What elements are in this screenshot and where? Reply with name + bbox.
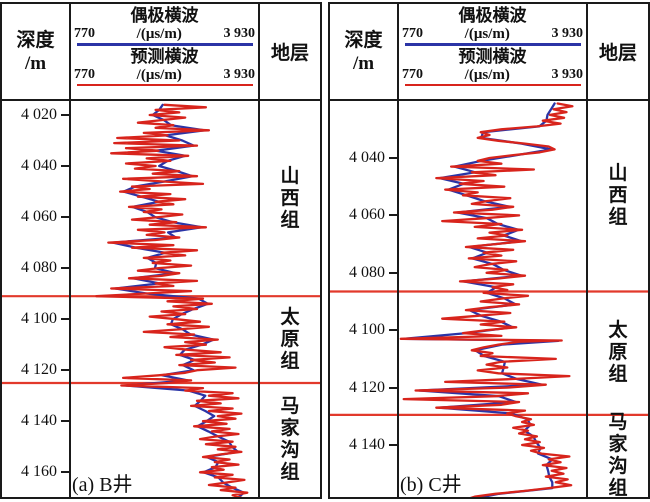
log-panel-well-c: 深度 /m 偶极横波 770 /(μs/m) 3 930 预测横波 770 /(…: [328, 2, 650, 499]
depth-tick-label: 4 120: [21, 361, 57, 379]
dipole-curve-title: 偶极横波: [458, 6, 527, 25]
curve-predicted: [95, 103, 249, 497]
depth-tick-mark: [61, 369, 69, 372]
depth-tick-label: 4 140: [349, 436, 385, 453]
depth-tick-label: 4 040: [349, 149, 385, 166]
dipole-curve-title: 偶极横波: [130, 6, 199, 25]
scale-unit: /(μs/m): [464, 26, 510, 42]
predicted-curve-scale: 770 /(μs/m) 3 930: [71, 67, 258, 83]
log-track-plot: [2, 103, 320, 497]
depth-tick-mark: [61, 216, 69, 219]
scale-max: 3 930: [223, 66, 255, 82]
formation-label: 马 家 沟 组: [280, 395, 300, 483]
strata-column-header: 地层: [598, 43, 637, 64]
depth-tick-label: 4 060: [21, 208, 57, 226]
scale-min: 770: [74, 66, 95, 82]
dipole-curve-legend-line: [76, 43, 253, 46]
depth-track-divider: [69, 4, 71, 497]
formation-label: 太 原 组: [280, 306, 300, 372]
depth-axis-unit: /m: [352, 52, 375, 74]
depth-tick-mark: [61, 420, 69, 423]
depth-tick-label: 4 100: [349, 321, 385, 339]
scale-min: 770: [74, 26, 95, 41]
predicted-curve-title: 预测横波: [458, 46, 527, 66]
track-strata-divider: [258, 4, 260, 497]
depth-tick-mark: [389, 329, 397, 332]
log-panel-well-b: 深度 /m 偶极横波 770 /(μs/m) 3 930 预测横波 770 /(…: [0, 2, 322, 499]
depth-tick-label: 4 080: [349, 263, 385, 281]
depth-tick-mark: [61, 471, 69, 474]
depth-axis-unit: /m: [24, 52, 47, 74]
depth-tick-mark: [389, 444, 397, 446]
dipole-curve-legend-line: [404, 43, 581, 46]
header-divider: [2, 99, 320, 101]
depth-tick-mark: [61, 165, 69, 168]
depth-tick-label: 4 120: [349, 378, 385, 396]
depth-tick-label: 4 100: [21, 310, 57, 328]
depth-tick-label: 4 140: [21, 412, 57, 430]
scale-max: 3 930: [223, 26, 255, 41]
scale-max: 3 930: [551, 66, 583, 82]
track-header: 偶极横波 770 /(μs/m) 3 930 预测横波 770 /(μs/m) …: [71, 4, 258, 99]
depth-tick-mark: [389, 271, 397, 274]
depth-tick-mark: [389, 386, 397, 389]
scale-max: 3 930: [551, 26, 583, 41]
strata-column-header: 地层: [270, 43, 309, 64]
depth-axis-header: 深度 /m: [330, 4, 397, 99]
formation-label: 山 西 组: [280, 165, 300, 231]
formation-label: 山 西 组: [608, 163, 628, 229]
scale-min: 770: [402, 26, 423, 41]
panel-caption: (b) C井: [400, 474, 462, 496]
scale-min: 770: [402, 66, 423, 82]
dipole-curve-scale: 770 /(μs/m) 3 930: [399, 26, 586, 42]
predicted-curve-legend-line: [404, 83, 581, 86]
predicted-curve-title: 预测横波: [130, 46, 199, 66]
header-divider: [330, 99, 648, 101]
depth-tick-mark: [61, 114, 69, 116]
depth-tick-mark: [61, 318, 69, 321]
depth-axis-title: 深度: [16, 29, 55, 51]
log-body: 4 040 4 060 4 080 4 100 4 120 4 140 山 西 组太 原 组…: [330, 101, 648, 497]
depth-tick-label: 4 080: [21, 259, 57, 277]
dipole-curve-scale: 770 /(μs/m) 3 930: [71, 26, 258, 42]
depth-axis-header: 深度 /m: [2, 4, 69, 99]
depth-tick-label: 4 020: [21, 106, 57, 123]
depth-track-divider: [397, 4, 399, 497]
panel-caption: (a) B井: [72, 474, 133, 496]
depth-tick-mark: [389, 157, 397, 159]
scale-unit: /(μs/m): [136, 26, 182, 42]
predicted-curve-legend-line: [76, 83, 253, 86]
curve-predicted: [399, 102, 574, 497]
depth-tick-label: 4 060: [349, 206, 385, 224]
depth-axis-title: 深度: [344, 29, 383, 51]
depth-tick-label: 4 040: [21, 157, 57, 175]
log-body: 4 020 4 040 4 060 4 080 4 100 4 120 4 140 4 160…: [2, 101, 320, 497]
formation-label: 太 原 组: [608, 320, 628, 386]
depth-tick-label: 4 160: [21, 463, 57, 481]
predicted-curve-scale: 770 /(μs/m) 3 930: [399, 67, 586, 83]
depth-tick-mark: [61, 267, 69, 270]
log-track-plot: [330, 102, 648, 497]
depth-tick-mark: [389, 214, 397, 217]
formation-label: 马 家 沟 组: [608, 411, 628, 497]
scale-unit: /(μs/m): [464, 66, 510, 83]
track-header: 偶极横波 770 /(μs/m) 3 930 预测横波 770 /(μs/m) …: [399, 4, 586, 99]
track-strata-divider: [586, 4, 588, 497]
scale-unit: /(μs/m): [136, 66, 182, 83]
